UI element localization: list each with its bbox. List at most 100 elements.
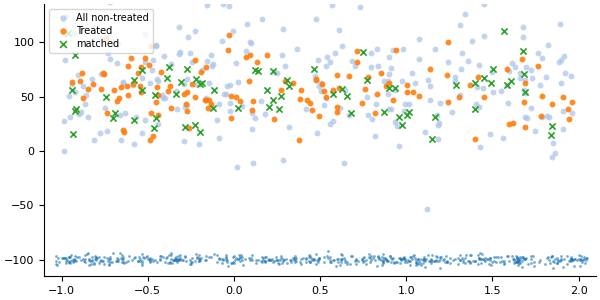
Point bbox=[322, 254, 332, 259]
Point bbox=[412, 262, 421, 267]
Point bbox=[496, 260, 505, 264]
Point bbox=[482, 257, 492, 262]
All non-treated bbox=[526, 106, 536, 111]
All non-treated bbox=[530, 128, 539, 133]
matched bbox=[208, 106, 218, 111]
All non-treated bbox=[60, 57, 70, 62]
Point bbox=[476, 260, 485, 265]
Point bbox=[403, 258, 412, 262]
Point bbox=[278, 258, 288, 263]
All non-treated bbox=[487, 70, 497, 74]
Point bbox=[479, 257, 488, 262]
All non-treated bbox=[502, 82, 511, 87]
Point bbox=[261, 254, 271, 259]
matched bbox=[190, 123, 200, 128]
Point bbox=[304, 253, 314, 257]
All non-treated bbox=[407, 71, 416, 76]
Point bbox=[70, 254, 80, 259]
Point bbox=[181, 259, 191, 263]
Point bbox=[557, 257, 566, 262]
Point bbox=[529, 260, 539, 264]
Point bbox=[337, 257, 346, 262]
All non-treated bbox=[182, 76, 191, 81]
Treated bbox=[288, 81, 298, 85]
Point bbox=[545, 261, 555, 266]
matched bbox=[284, 84, 294, 88]
All non-treated bbox=[544, 115, 554, 119]
matched bbox=[358, 50, 368, 55]
Point bbox=[309, 257, 319, 262]
Point bbox=[172, 258, 181, 262]
Point bbox=[455, 253, 464, 257]
Treated bbox=[88, 81, 98, 86]
All non-treated bbox=[386, 66, 396, 70]
Treated bbox=[78, 96, 88, 101]
Point bbox=[477, 251, 487, 256]
Point bbox=[413, 256, 423, 261]
All non-treated bbox=[410, 81, 420, 86]
Treated bbox=[314, 113, 324, 118]
Point bbox=[389, 260, 399, 265]
Point bbox=[301, 260, 311, 265]
Point bbox=[97, 259, 107, 264]
matched bbox=[196, 130, 205, 134]
Treated bbox=[311, 77, 321, 82]
Point bbox=[576, 254, 586, 258]
All non-treated bbox=[185, 51, 195, 56]
Point bbox=[133, 258, 143, 263]
Treated bbox=[247, 107, 257, 112]
Point bbox=[564, 259, 574, 264]
Treated bbox=[517, 56, 527, 61]
Point bbox=[314, 256, 324, 260]
Point bbox=[404, 258, 414, 263]
Point bbox=[76, 257, 85, 262]
All non-treated bbox=[245, 39, 254, 44]
Point bbox=[396, 256, 406, 261]
Point bbox=[137, 263, 147, 268]
All non-treated bbox=[327, 2, 337, 7]
All non-treated bbox=[97, 72, 106, 76]
All non-treated bbox=[383, 92, 393, 96]
All non-treated bbox=[109, 38, 119, 43]
Point bbox=[130, 255, 140, 260]
Point bbox=[172, 258, 182, 263]
Point bbox=[566, 257, 575, 262]
Treated bbox=[305, 100, 315, 105]
Point bbox=[505, 258, 514, 263]
Point bbox=[358, 255, 368, 260]
All non-treated bbox=[145, 80, 154, 85]
All non-treated bbox=[272, 71, 282, 76]
matched bbox=[362, 77, 371, 82]
Point bbox=[485, 255, 495, 260]
Point bbox=[481, 256, 490, 261]
All non-treated bbox=[557, 80, 566, 85]
Point bbox=[455, 257, 464, 262]
Point bbox=[136, 259, 145, 263]
matched bbox=[402, 112, 412, 117]
Treated bbox=[202, 64, 211, 69]
All non-treated bbox=[219, 91, 229, 96]
Point bbox=[134, 254, 143, 259]
Treated bbox=[137, 89, 146, 94]
Point bbox=[476, 256, 485, 261]
Point bbox=[565, 258, 575, 262]
All non-treated bbox=[541, 75, 551, 80]
All non-treated bbox=[212, 118, 222, 122]
Point bbox=[460, 261, 469, 266]
Point bbox=[466, 252, 476, 257]
Point bbox=[395, 256, 405, 261]
Point bbox=[513, 262, 523, 267]
Point bbox=[489, 259, 499, 264]
Point bbox=[251, 260, 260, 265]
Point bbox=[566, 257, 575, 262]
Point bbox=[222, 259, 232, 264]
All non-treated bbox=[131, 115, 141, 119]
Point bbox=[383, 258, 393, 263]
Point bbox=[358, 260, 368, 265]
Treated bbox=[565, 117, 574, 122]
Point bbox=[379, 252, 388, 257]
Treated bbox=[388, 98, 398, 103]
Point bbox=[271, 255, 281, 260]
Point bbox=[509, 257, 519, 262]
Point bbox=[499, 261, 509, 266]
